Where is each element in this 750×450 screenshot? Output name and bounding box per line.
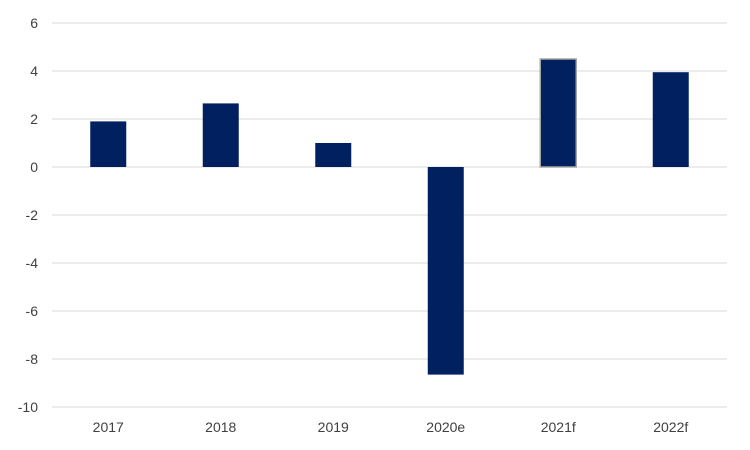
- bar-2018: [202, 103, 239, 167]
- y-tick-label: 0: [30, 159, 38, 175]
- bar-2020e: [427, 167, 464, 375]
- y-tick-label: 4: [30, 63, 38, 79]
- y-tick-label: -2: [26, 207, 39, 223]
- bar-2021f: [539, 58, 577, 168]
- bars: [90, 58, 689, 375]
- gridlines: [52, 22, 727, 408]
- y-tick-label: -4: [26, 255, 39, 271]
- x-tick-label: 2021f: [541, 419, 576, 435]
- bar-2022f: [652, 72, 689, 167]
- x-tick-label: 2018: [205, 419, 236, 435]
- y-tick-label: -10: [18, 399, 38, 415]
- x-tick-label: 2019: [318, 419, 349, 435]
- y-tick-label: 2: [30, 111, 38, 127]
- x-axis-tick-labels: 2017 2018 2019 2020e 2021f 2022f: [93, 419, 689, 435]
- y-tick-label: -8: [26, 351, 39, 367]
- x-tick-label: 2017: [93, 419, 124, 435]
- y-tick-label: -6: [26, 303, 39, 319]
- x-tick-label: 2022f: [653, 419, 688, 435]
- y-tick-label: 6: [30, 15, 38, 31]
- x-tick-label: 2020e: [426, 419, 465, 435]
- y-axis-tick-labels: 6 4 2 0 -2 -4 -6 -8 -10: [18, 15, 38, 415]
- bar-2019: [315, 143, 352, 167]
- bar-2017: [90, 121, 127, 167]
